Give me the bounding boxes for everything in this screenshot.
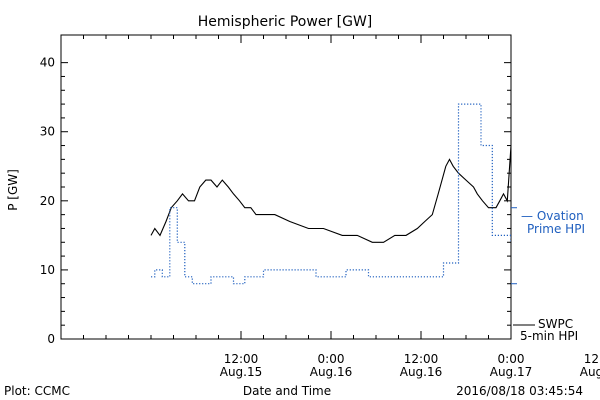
x-tick-date-label: Aug.16	[400, 365, 443, 379]
y-axis-label: P [GW]	[6, 169, 20, 211]
x-tick-date-label: Aug.15	[220, 365, 263, 379]
y-tick-label: 40	[40, 56, 55, 70]
series-ovation-line	[151, 103, 511, 285]
plot-area: 01020304012:00Aug.150:00Aug.1612:00Aug.1…	[40, 34, 600, 379]
y-tick-label: 20	[40, 194, 55, 208]
y-tick-label: 30	[40, 125, 55, 139]
legend-ovation: — Ovation Prime HPI	[521, 209, 585, 236]
x-tick-date-label: Aug.17	[580, 365, 600, 379]
plot-timestamp: 2016/08/18 03:45:54	[456, 384, 583, 398]
x-tick-time-label: 0:00	[498, 352, 525, 366]
legend-swpc: SWPC 5-min HPI	[513, 317, 578, 343]
legend-swpc-line-2: 5-min HPI	[520, 329, 578, 343]
x-tick-time-label: 12:00	[224, 352, 259, 366]
x-axis-label: Date and Time	[243, 384, 331, 398]
plot-frame	[60, 34, 512, 340]
legend-ovation-line-2: Prime HPI	[527, 222, 585, 236]
series-swpc-line	[150, 144, 511, 243]
y-tick-label: 0	[47, 332, 55, 346]
legend-ovation-line-1: — Ovation	[521, 209, 584, 223]
x-tick-time-label: 12:00	[404, 352, 439, 366]
x-tick-time-label: 12:00	[584, 352, 600, 366]
chart-title: Hemispheric Power [GW]	[198, 14, 373, 30]
x-tick-date-label: Aug.16	[310, 365, 353, 379]
x-tick-date-label: Aug.17	[490, 365, 533, 379]
x-tick-time-label: 0:00	[318, 352, 345, 366]
plot-credit: Plot: CCMC	[4, 384, 70, 398]
y-tick-label: 10	[40, 263, 55, 277]
legend-swpc-line-1: SWPC	[538, 317, 573, 331]
